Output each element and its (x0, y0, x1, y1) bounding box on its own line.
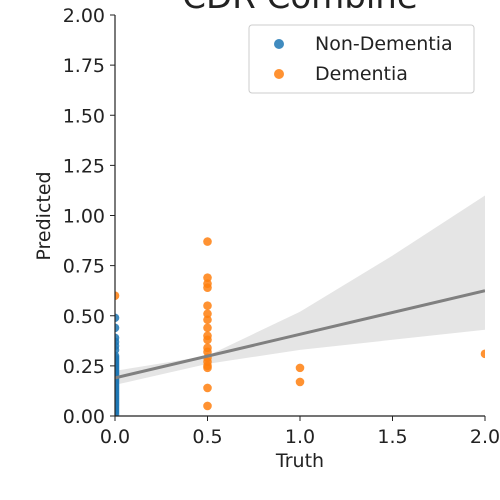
point-dementia (203, 335, 212, 345)
point-dementia (115, 291, 120, 300)
point-dementia (203, 315, 212, 325)
point-non-dementia (115, 313, 120, 323)
point-dementia (203, 383, 212, 393)
legend-marker-non-dementia (274, 39, 284, 49)
point-dementia (203, 347, 212, 357)
y-tick-label: 2.00 (63, 5, 105, 27)
y-axis-label: Predicted (33, 171, 55, 260)
x-tick-label: 1.0 (285, 426, 315, 448)
x-tick-label: 0.5 (192, 426, 222, 448)
chart-title: CDR Combine (182, 0, 418, 17)
y-tick-label: 1.50 (63, 105, 105, 127)
point-dementia (480, 349, 485, 359)
y-tick-label: 0.00 (63, 406, 105, 428)
legend-label-non-dementia: Non-Dementia (315, 33, 453, 55)
legend-marker-dementia (274, 69, 284, 79)
x-tick-label: 2.0 (470, 426, 500, 448)
y-tick-label: 0.50 (63, 306, 105, 328)
point-non-dementia (115, 323, 120, 333)
y-tick-label: 1.00 (63, 206, 105, 228)
plot-area (115, 195, 485, 416)
point-dementia (203, 309, 212, 319)
y-tick-label: 0.25 (63, 356, 105, 378)
y-tick-label: 0.75 (63, 256, 105, 278)
point-dementia (203, 401, 212, 411)
y-tick-label: 1.25 (63, 155, 105, 177)
point-dementia (203, 237, 212, 246)
y-tick-label: 1.75 (63, 55, 105, 77)
legend-label-dementia: Dementia (315, 63, 408, 85)
point-dementia (295, 363, 305, 373)
legend: Non-Dementia Dementia (248, 24, 475, 94)
point-dementia (203, 273, 212, 282)
x-axis-label: Truth (275, 450, 324, 472)
point-non-dementia (115, 409, 120, 416)
point-dementia (203, 323, 212, 333)
legend-box (248, 24, 475, 94)
point-dementia (203, 301, 212, 311)
confidence-band (115, 195, 485, 385)
regression-line (115, 289, 485, 380)
point-dementia (203, 283, 212, 292)
x-tick-label: 0.0 (100, 426, 130, 448)
point-dementia (295, 377, 305, 387)
ticks: 0.0 0.5 1.0 1.5 2.0 0.00 0.25 0.50 0.75 1.00 1.25 1… (63, 5, 500, 448)
x-tick-label: 1.5 (377, 426, 407, 448)
point-dementia (203, 363, 212, 373)
